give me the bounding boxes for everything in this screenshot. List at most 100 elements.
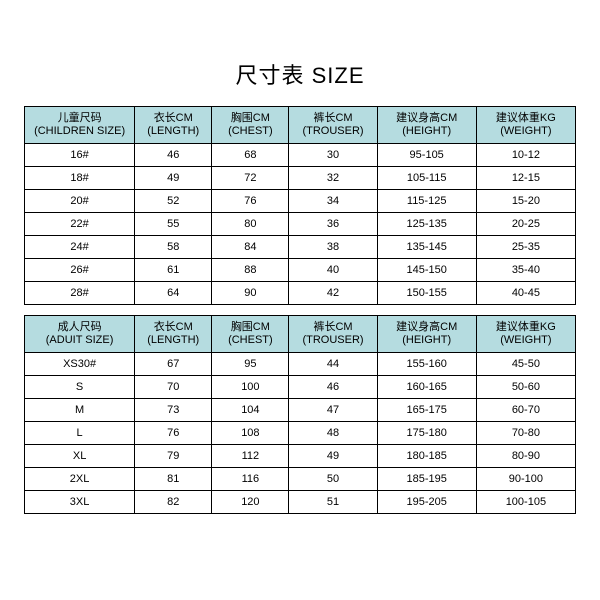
children-cell: 36 [289,213,377,236]
children-cell: 150-155 [377,282,476,305]
table-row: 16#46683095-10510-12 [25,144,576,167]
adult-cell: 49 [289,445,377,468]
adult-cell: 100 [212,376,289,399]
adult-size-table: 成人尺码(ADUIT SIZE)衣长CM(LENGTH)胸围CM(CHEST)裤… [24,315,576,514]
adult-cell: 46 [289,376,377,399]
adult-cell: 70-80 [476,422,575,445]
adult-body: XS30#679544155-16045-50S7010046160-16550… [25,353,576,514]
children-header-cn: 儿童尺码 [26,112,133,125]
adult-cell: 45-50 [476,353,575,376]
adult-cell: 50-60 [476,376,575,399]
children-cell: 125-135 [377,213,476,236]
adult-cell: 95 [212,353,289,376]
children-cell: 32 [289,167,377,190]
adult-header-cn: 胸围CM [213,321,287,334]
size-tables: 儿童尺码(CHILDREN SIZE)衣长CM(LENGTH)胸围CM(CHES… [24,106,576,514]
children-header-en: (WEIGHT) [478,125,574,138]
adult-cell: 51 [289,491,377,514]
table-row: L7610848175-18070-80 [25,422,576,445]
table-row: 28#649042150-15540-45 [25,282,576,305]
children-cell: 15-20 [476,190,575,213]
children-header-cell: 儿童尺码(CHILDREN SIZE) [25,107,135,144]
adult-cell: 175-180 [377,422,476,445]
adult-header-cn: 衣长CM [136,321,210,334]
adult-header-cn: 裤长CM [290,321,375,334]
adult-cell: 82 [135,491,212,514]
children-cell: 88 [212,259,289,282]
children-cell: 34 [289,190,377,213]
children-cell: 35-40 [476,259,575,282]
children-cell: 25-35 [476,236,575,259]
adult-cell: 100-105 [476,491,575,514]
children-cell: 68 [212,144,289,167]
children-cell: 18# [25,167,135,190]
adult-cell: 112 [212,445,289,468]
adult-cell: 116 [212,468,289,491]
children-header-en: (HEIGHT) [379,125,475,138]
adult-cell: 48 [289,422,377,445]
children-cell: 145-150 [377,259,476,282]
adult-cell: 50 [289,468,377,491]
adult-header-en: (ADUIT SIZE) [26,334,133,347]
children-header-cn: 建议体重KG [478,112,574,125]
children-cell: 40-45 [476,282,575,305]
table-row: 18#497232105-11512-15 [25,167,576,190]
children-cell: 72 [212,167,289,190]
adult-cell: 3XL [25,491,135,514]
adult-header-cn: 成人尺码 [26,321,133,334]
children-cell: 105-115 [377,167,476,190]
adult-cell: 44 [289,353,377,376]
children-cell: 135-145 [377,236,476,259]
table-row: 26#618840145-15035-40 [25,259,576,282]
children-cell: 26# [25,259,135,282]
children-cell: 22# [25,213,135,236]
adult-header-en: (HEIGHT) [379,334,475,347]
table-row: 24#588438135-14525-35 [25,236,576,259]
adult-cell: 185-195 [377,468,476,491]
adult-cell: M [25,399,135,422]
children-cell: 52 [135,190,212,213]
children-cell: 42 [289,282,377,305]
table-row: 2XL8111650185-19590-100 [25,468,576,491]
children-cell: 30 [289,144,377,167]
adult-header-cell: 成人尺码(ADUIT SIZE) [25,316,135,353]
children-header-cn: 裤长CM [290,112,375,125]
children-cell: 55 [135,213,212,236]
adult-cell: 2XL [25,468,135,491]
children-cell: 95-105 [377,144,476,167]
adult-header-cn: 建议身高CM [379,321,475,334]
table-row: 20#527634115-12515-20 [25,190,576,213]
children-cell: 24# [25,236,135,259]
children-header-cell: 建议体重KG(WEIGHT) [476,107,575,144]
table-row: S7010046160-16550-60 [25,376,576,399]
children-header-cell: 裤长CM(TROUSER) [289,107,377,144]
adult-cell: 47 [289,399,377,422]
adult-header-cell: 建议体重KG(WEIGHT) [476,316,575,353]
children-cell: 90 [212,282,289,305]
children-cell: 28# [25,282,135,305]
adult-cell: 195-205 [377,491,476,514]
children-header-en: (CHILDREN SIZE) [26,125,133,138]
children-header-en: (CHEST) [213,125,287,138]
table-row: M7310447165-17560-70 [25,399,576,422]
adult-header-cell: 裤长CM(TROUSER) [289,316,377,353]
adult-cell: 73 [135,399,212,422]
adult-header-cell: 衣长CM(LENGTH) [135,316,212,353]
children-cell: 76 [212,190,289,213]
table-row: XL7911249180-18580-90 [25,445,576,468]
children-header-cn: 胸围CM [213,112,287,125]
adult-cell: 60-70 [476,399,575,422]
children-header-cell: 建议身高CM(HEIGHT) [377,107,476,144]
adult-cell: 67 [135,353,212,376]
children-cell: 16# [25,144,135,167]
children-header-cell: 衣长CM(LENGTH) [135,107,212,144]
adult-cell: 76 [135,422,212,445]
children-header-cn: 建议身高CM [379,112,475,125]
adult-cell: 160-165 [377,376,476,399]
children-cell: 64 [135,282,212,305]
children-cell: 80 [212,213,289,236]
children-cell: 61 [135,259,212,282]
children-header-en: (LENGTH) [136,125,210,138]
children-cell: 38 [289,236,377,259]
children-cell: 46 [135,144,212,167]
